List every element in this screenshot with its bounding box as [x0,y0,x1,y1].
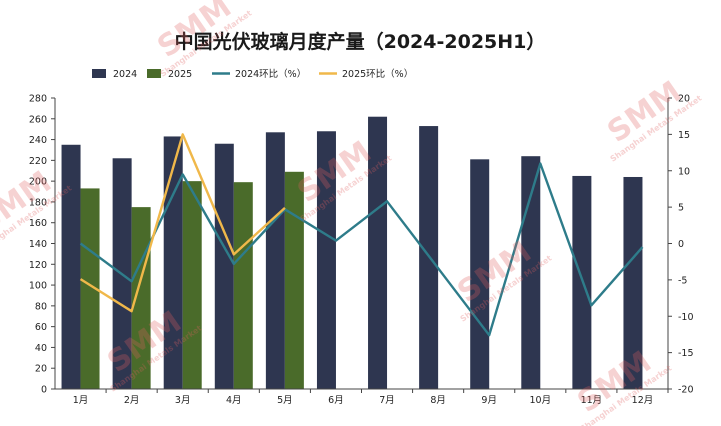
chart-title: 中国光伏玻璃月度产量（2024-2025H1） [175,30,546,53]
bar-2024-4 [214,143,234,389]
right-tick-label: 10 [678,166,690,177]
x-tick-label: 6月 [328,395,344,406]
bar-2025-4 [233,182,253,389]
bar-2024-9 [470,159,490,389]
legend-swatch-2025 [147,69,161,78]
left-tick-label: 120 [29,260,47,271]
bar-2024-12 [623,176,643,389]
right-tick-label: 20 [678,94,690,105]
left-tick-label: 60 [35,322,47,333]
left-tick-label: 80 [35,301,47,312]
right-tick-label: -5 [678,275,687,286]
x-tick-label: 8月 [430,395,446,406]
left-tick-label: 40 [35,343,47,354]
bar-2024-6 [316,131,336,389]
bar-2025-1 [80,188,100,389]
x-tick-label: 9月 [481,395,497,406]
bar-2024-1 [61,144,81,389]
left-tick-label: 100 [29,281,47,292]
legend: 2024 2025 2024环比（%） 2025环比（%） [92,68,413,80]
bar-2024-3 [163,136,183,389]
bars [61,116,643,389]
x-tick-label: 4月 [226,395,242,406]
left-tick-label: 20 [35,364,47,375]
line-2025环比（%） [79,133,286,313]
bar-2025-5 [284,171,304,389]
legend-label: 2024环比（%） [235,68,306,80]
legend-label: 2024 [113,69,137,80]
legend-swatch-2024 [92,69,106,78]
legend-label: 2025 [168,69,192,80]
bar-2024-5 [265,132,285,389]
bar-2024-11 [572,175,592,389]
axes: 020406080100120140160180200220240260280-… [29,94,694,407]
lines [79,133,644,337]
right-tick-label: -10 [678,312,694,323]
left-tick-label: 160 [29,218,47,229]
right-tick-label: -15 [678,348,694,359]
right-tick-label: 0 [678,239,684,250]
left-tick-label: 220 [29,156,47,167]
right-tick-label: 15 [678,130,690,141]
left-tick-label: 180 [29,197,47,208]
x-tick-label: 2月 [124,395,140,406]
x-tick-label: 5月 [277,395,293,406]
x-tick-label: 12月 [632,395,654,406]
bar-2024-7 [368,116,388,389]
left-tick-label: 140 [29,239,47,250]
bar-2025-3 [182,181,202,389]
left-tick-label: 0 [41,385,47,396]
left-tick-label: 280 [29,94,47,105]
left-tick-label: 200 [29,177,47,188]
left-tick-label: 240 [29,135,47,146]
left-tick-label: 260 [29,114,47,125]
legend-label: 2025环比（%） [342,68,413,80]
x-tick-label: 10月 [529,395,551,406]
x-tick-label: 7月 [379,395,395,406]
right-tick-label: -20 [678,385,694,396]
right-tick-label: 5 [678,203,684,214]
x-tick-label: 3月 [175,395,191,406]
x-tick-label: 11月 [581,395,603,406]
line-2024环比（%） [79,162,644,337]
x-tick-label: 1月 [73,395,89,406]
